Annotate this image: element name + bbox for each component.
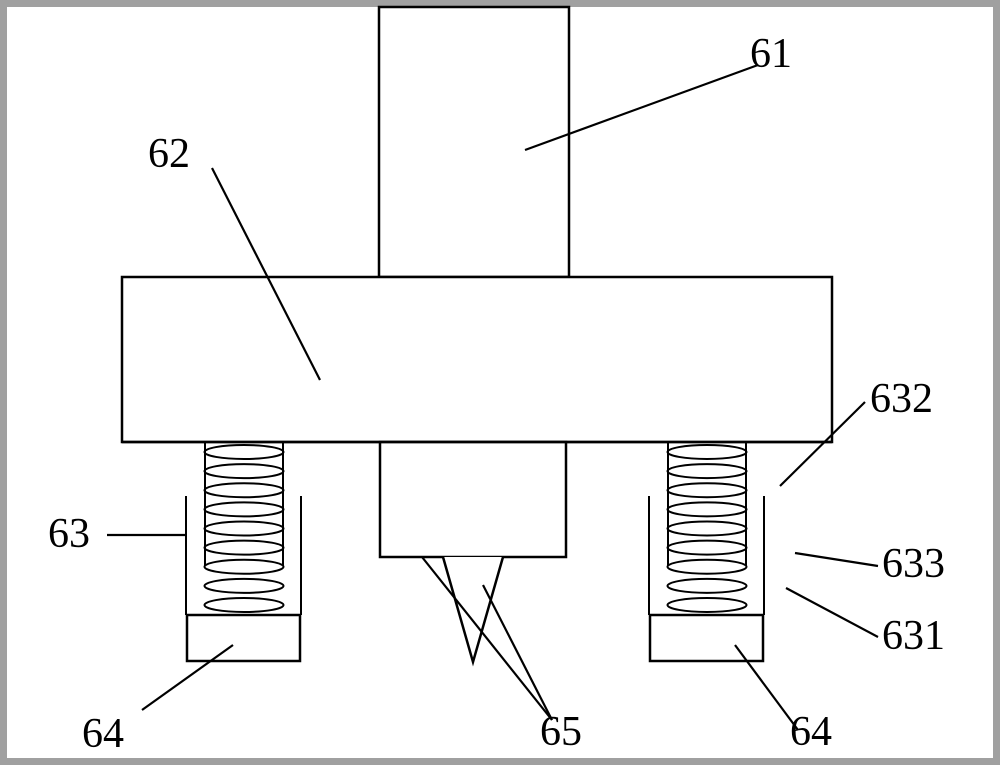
technical-diagram [0,0,1000,765]
label-61: 61 [750,30,792,78]
label-65: 65 [540,708,582,756]
label-631: 631 [882,612,945,660]
label-632: 632 [870,375,933,423]
label-63: 63 [48,510,90,558]
label-64-right: 64 [790,708,832,756]
label-64-left: 64 [82,710,124,758]
label-633: 633 [882,540,945,588]
label-62: 62 [148,130,190,178]
